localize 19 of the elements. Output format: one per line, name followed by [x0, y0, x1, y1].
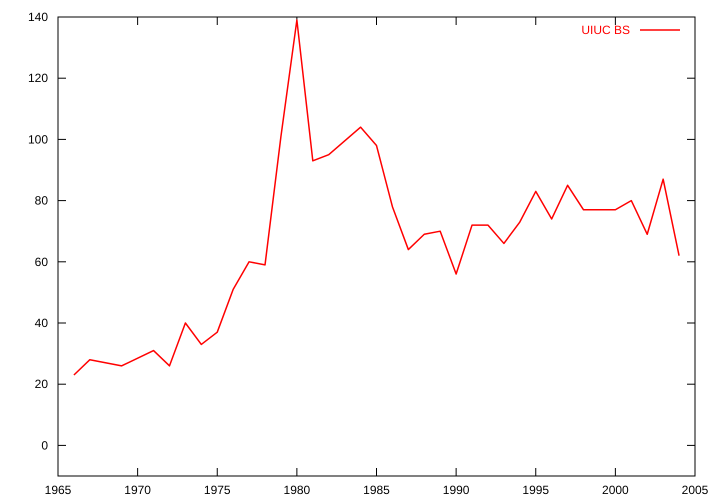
y-tick-label: 100 [28, 132, 48, 146]
x-tick-label: 1995 [522, 483, 550, 497]
x-tick-label: 1970 [124, 483, 152, 497]
x-tick-label: 1985 [363, 483, 390, 497]
x-tick-label: 1975 [204, 483, 231, 497]
line-series [73, 19, 680, 376]
y-tick-label: 60 [34, 254, 48, 269]
y-tick-label: 40 [34, 316, 48, 330]
x-tick-label: 1965 [44, 483, 72, 497]
y-tick-label: 80 [34, 194, 48, 208]
legend-label: UIUC BS [581, 23, 630, 37]
y-tick-label: 20 [34, 377, 48, 392]
x-tick-label: 1990 [442, 483, 470, 497]
y-tick-label: 0 [41, 438, 48, 452]
x-tick-label: 2005 [682, 483, 709, 497]
y-tick-label: 140 [28, 10, 48, 24]
x-tick-label: 1980 [284, 483, 311, 497]
x-tick-label: 2000 [602, 483, 630, 497]
y-tick-label: 120 [28, 71, 48, 86]
